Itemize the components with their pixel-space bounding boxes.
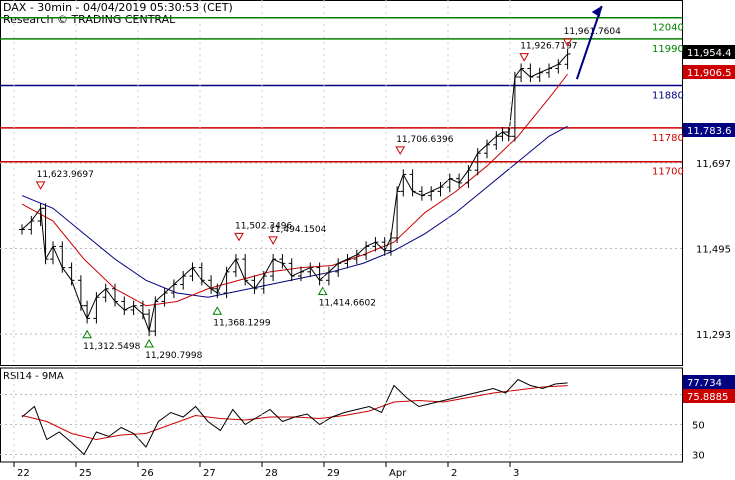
last-price-tag-label: 11,783.6 <box>687 126 732 137</box>
rsi-value-tag-label: 77.734 <box>687 378 722 389</box>
pivot-high-label: 11,502.3496 <box>235 221 293 231</box>
x-tick-label: 27 <box>203 468 216 479</box>
pivot-low-marker <box>212 306 223 315</box>
y-tick-label: 11,293 <box>696 330 731 341</box>
pivot-high-marker <box>562 38 573 47</box>
price-panel-frame <box>0 0 683 366</box>
rsi-value-tag <box>683 375 735 389</box>
rsi-ma-line <box>21 385 568 441</box>
chart-title: DAX - 30min - 04/04/2019 05:30:53 (CET) <box>3 1 233 14</box>
x-tick-label: 22 <box>17 468 30 479</box>
level-label: 12040 <box>652 23 684 34</box>
chart-credit: Research © TRADING CENTRAL <box>3 13 176 26</box>
pivot-low-marker <box>144 339 154 348</box>
level-label: 11990 <box>652 44 684 55</box>
x-tick-label: 3 <box>513 468 519 479</box>
y-tick-label: 11,495 <box>696 245 731 256</box>
y-tick-label: 11,697 <box>696 159 731 170</box>
level-label: 11780 <box>652 133 684 144</box>
rsi-y-tick-label: 50 <box>692 421 705 432</box>
ma-fast-line <box>21 73 568 307</box>
last-price-tag <box>683 65 735 79</box>
pivot-high-label: 11,623.9697 <box>37 170 94 180</box>
x-tick-label: 28 <box>265 468 278 479</box>
price-path <box>21 53 568 333</box>
x-tick-label: 26 <box>141 468 154 479</box>
rsi-y-tick-label: 30 <box>692 451 705 462</box>
pivot-high-marker <box>395 146 406 155</box>
price-panel: 11,29311,49511,6971204011990118801178011… <box>0 0 735 366</box>
forecast-arrowhead <box>591 6 602 17</box>
pivot-high-label: 11,926.7197 <box>520 42 577 52</box>
last-price-tag-label: 11,906.5 <box>687 68 732 79</box>
pivot-high-label: 11,706.6396 <box>396 135 454 145</box>
pivot-high-label: 11,494.1504 <box>269 225 327 235</box>
pivot-low-marker <box>317 286 328 296</box>
pivot-low-label: 11,368.1299 <box>213 318 271 328</box>
x-tick-label: 2 <box>451 468 457 479</box>
level-label: 11700 <box>652 167 684 178</box>
x-tick-label: Apr <box>389 468 407 479</box>
rsi-value-tag <box>683 389 735 403</box>
rsi-panel-frame <box>0 367 683 463</box>
pivot-high-marker <box>519 53 530 62</box>
rsi-value-tag-label: 75.8885 <box>687 392 728 403</box>
level-label: 11880 <box>652 90 684 101</box>
pivot-high-marker <box>268 236 278 245</box>
pivot-high-marker <box>234 232 244 242</box>
pivot-high-marker <box>35 181 46 190</box>
x-tick-label: 25 <box>79 468 92 479</box>
pivot-low-marker <box>82 329 92 339</box>
rsi-title: RSI14 - 9MA <box>3 371 64 382</box>
x-axis: 22 25 26 27 28 29 Apr 2 3 <box>13 0 519 479</box>
last-price-tag <box>683 45 735 59</box>
rsi-line <box>21 378 568 456</box>
last-price-tag <box>683 123 735 137</box>
last-price-tag-label: 11,954.4 <box>687 48 732 59</box>
ma-slow-line <box>21 125 568 298</box>
pivot-low-label: 11,312.5498 <box>83 342 141 352</box>
pivot-low-label: 11,414.6602 <box>319 299 376 309</box>
forecast-arrow-shaft <box>575 5 603 80</box>
pivot-low-label: 11,290.7998 <box>145 351 203 361</box>
x-tick-label: 29 <box>327 468 340 479</box>
